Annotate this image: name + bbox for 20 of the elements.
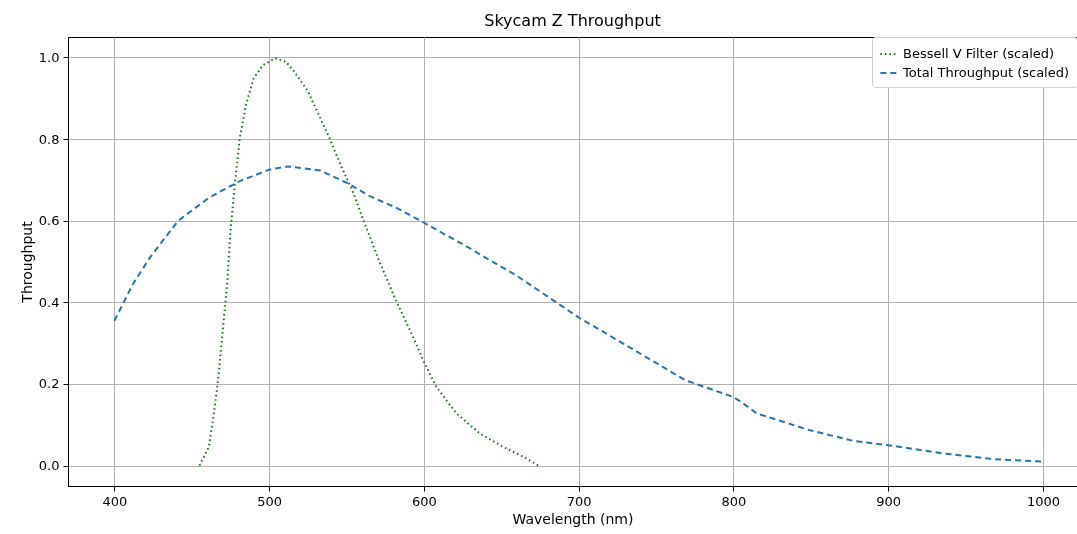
- legend-label: Total Throughput (scaled): [902, 65, 1070, 80]
- y-tick-label: 0.8: [38, 131, 60, 147]
- x-tick-label: 500: [257, 493, 283, 509]
- y-tick-label: 1.0: [38, 49, 60, 65]
- line-series: [198, 57, 540, 467]
- y-axis-title: Throughput: [18, 220, 35, 304]
- x-tick-label: 900: [876, 493, 902, 509]
- x-tick-label: 1000: [1026, 493, 1060, 509]
- y-tick-label: 0.2: [38, 376, 60, 392]
- x-tick-label: 700: [566, 493, 592, 509]
- line-series: [113, 165, 1043, 463]
- x-tick-label: 600: [412, 493, 437, 509]
- y-tick-label: 0.6: [38, 213, 60, 229]
- y-tick-label: 0.0: [38, 458, 60, 474]
- chart-title: Skycam Z Throughput: [484, 10, 661, 30]
- x-axis-title: Wavelength (nm): [512, 510, 634, 527]
- x-tick-label: 800: [721, 493, 747, 509]
- legend-label: Bessell V Filter (scaled): [903, 46, 1055, 61]
- x-tick-label: 400: [102, 493, 128, 509]
- y-tick-label: 0.4: [38, 294, 60, 310]
